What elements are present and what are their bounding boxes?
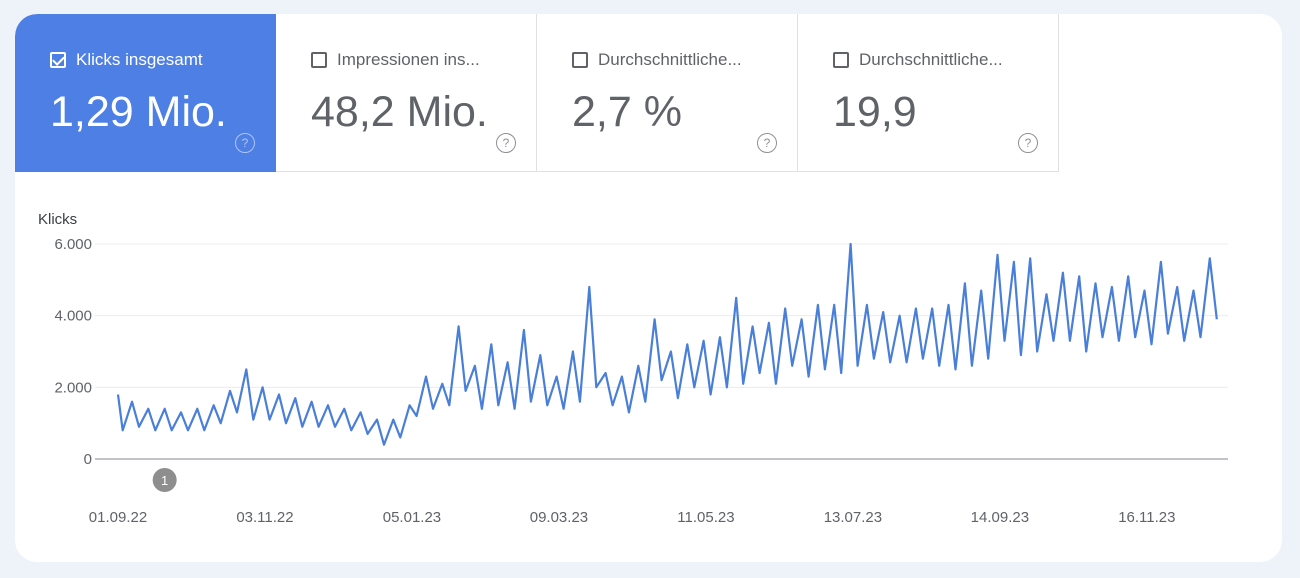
help-icon[interactable]: ?	[496, 133, 516, 153]
tab-label: Durchschnittliche...	[598, 50, 742, 69]
checkbox-checked-icon[interactable]	[50, 52, 66, 68]
clicks-line-chart: Klicks 0 2.000 4.000 6.000 01.09.22 03.11.22 05…	[38, 211, 1228, 526]
y-axis-title: Klicks	[38, 211, 77, 228]
help-icon[interactable]: ?	[235, 133, 255, 153]
tab-total-clicks[interactable]: Klicks insgesamt 1,29 Mio. ?	[15, 14, 276, 172]
x-tick-label: 03.11.22	[236, 509, 293, 526]
checkbox-icon[interactable]	[833, 52, 849, 68]
tab-value: 19,9	[833, 88, 917, 136]
help-icon[interactable]: ?	[757, 133, 777, 153]
x-tick-label: 01.09.22	[89, 509, 147, 526]
tab-value: 1,29 Mio.	[50, 88, 227, 136]
y-tick-label: 0	[84, 451, 92, 468]
help-icon[interactable]: ?	[1018, 133, 1038, 153]
y-tick-label: 2.000	[54, 379, 92, 396]
x-tick-label: 14.09.23	[971, 509, 1029, 526]
metric-tabs: Klicks insgesamt 1,29 Mio. ? Impressione…	[15, 14, 1059, 172]
annotation-marker[interactable]	[152, 468, 177, 492]
checkbox-icon[interactable]	[572, 52, 588, 68]
x-tick-label: 09.03.23	[530, 509, 588, 526]
tab-label: Impressionen ins...	[337, 50, 480, 69]
tab-value: 48,2 Mio.	[311, 88, 488, 136]
tab-label: Durchschnittliche...	[859, 50, 1003, 69]
x-tick-label: 16.11.23	[1118, 509, 1175, 526]
tab-value: 2,7 %	[572, 88, 682, 136]
x-tick-label: 05.01.23	[383, 509, 441, 526]
tab-label: Klicks insgesamt	[76, 50, 203, 69]
y-tick-label: 4.000	[54, 308, 92, 325]
x-tick-label: 13.07.23	[824, 509, 882, 526]
annotation-label: 1	[161, 473, 168, 488]
tab-average-position[interactable]: Durchschnittliche... 19,9 ?	[798, 14, 1059, 172]
checkbox-icon[interactable]	[311, 52, 327, 68]
y-tick-label: 6.000	[54, 236, 92, 253]
clicks-series-line	[116, 242, 1218, 446]
tab-average-ctr[interactable]: Durchschnittliche... 2,7 % ?	[537, 14, 798, 172]
tab-total-impressions[interactable]: Impressionen ins... 48,2 Mio. ?	[276, 14, 537, 172]
performance-card: Klicks insgesamt 1,29 Mio. ? Impressione…	[15, 14, 1282, 562]
x-tick-label: 11.05.23	[677, 509, 734, 526]
